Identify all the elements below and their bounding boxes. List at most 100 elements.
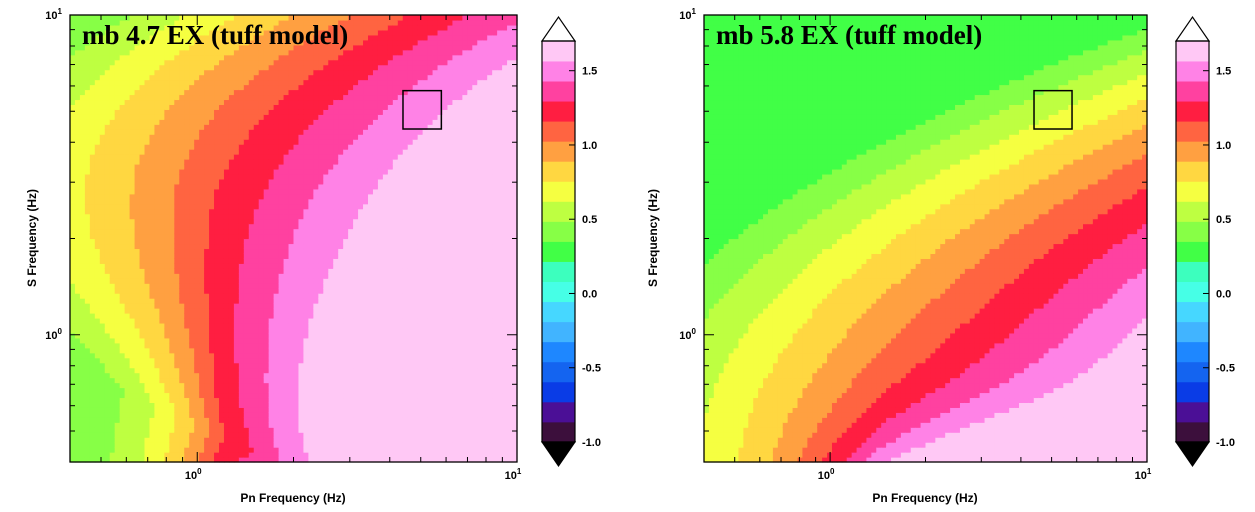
heatmap-cell bbox=[248, 317, 255, 324]
heatmap-cell bbox=[263, 164, 270, 170]
heatmap-cell bbox=[149, 377, 156, 384]
heatmap-cell bbox=[333, 248, 339, 254]
heatmap-cell bbox=[328, 183, 334, 190]
heatmap-cell bbox=[288, 218, 295, 225]
heatmap-cell bbox=[109, 288, 116, 294]
heatmap-cell bbox=[184, 64, 190, 71]
heatmap-cell bbox=[328, 69, 334, 76]
heatmap-cell bbox=[268, 397, 275, 403]
heatmap-cell bbox=[139, 327, 146, 334]
heatmap-cell bbox=[278, 253, 285, 259]
heatmap-cell bbox=[189, 288, 195, 294]
heatmap-cell bbox=[219, 288, 225, 294]
heatmap-cell bbox=[99, 144, 106, 150]
heatmap-cell bbox=[338, 273, 344, 279]
heatmap-cell bbox=[159, 362, 165, 369]
heatmap-cell bbox=[273, 69, 280, 76]
heatmap-cell bbox=[169, 69, 175, 76]
heatmap-cell bbox=[253, 183, 260, 190]
heatmap-cell bbox=[233, 347, 240, 354]
heatmap-cell bbox=[189, 308, 195, 314]
heatmap-cell bbox=[169, 233, 175, 240]
heatmap-cell bbox=[79, 288, 86, 294]
heatmap-cell bbox=[258, 258, 265, 264]
heatmap-cell bbox=[189, 164, 195, 170]
heatmap-cell bbox=[263, 139, 270, 145]
heatmap-cell bbox=[268, 208, 275, 215]
heatmap-cell bbox=[253, 49, 260, 56]
heatmap-cell bbox=[333, 407, 339, 413]
heatmap-cell bbox=[219, 119, 225, 125]
heatmap-cell bbox=[214, 139, 220, 145]
heatmap-cell bbox=[278, 94, 285, 101]
heatmap-cell bbox=[233, 149, 240, 155]
heatmap-cell bbox=[149, 208, 156, 215]
heatmap-cell bbox=[169, 44, 175, 51]
heatmap-cell bbox=[169, 154, 175, 160]
heatmap-cell bbox=[154, 188, 160, 195]
heatmap-cell bbox=[278, 228, 285, 235]
heatmap-cell bbox=[144, 19, 151, 26]
heatmap-cell bbox=[154, 203, 160, 210]
heatmap-cell bbox=[154, 352, 160, 359]
heatmap-cell bbox=[228, 198, 235, 205]
heatmap-cell bbox=[114, 15, 121, 21]
heatmap-cell bbox=[84, 208, 91, 215]
heatmap-cell bbox=[278, 283, 285, 289]
heatmap-cell bbox=[70, 313, 76, 319]
heatmap-cell bbox=[228, 129, 235, 135]
heatmap-cell bbox=[233, 442, 240, 448]
heatmap-cell bbox=[70, 104, 76, 110]
heatmap-cell bbox=[159, 228, 165, 235]
heatmap-cell bbox=[84, 243, 91, 250]
heatmap-cell bbox=[79, 144, 86, 150]
heatmap-cell bbox=[114, 397, 121, 403]
heatmap-cell bbox=[84, 24, 91, 31]
heatmap-cell bbox=[70, 34, 76, 41]
heatmap-cell bbox=[328, 29, 334, 36]
heatmap-cell bbox=[84, 104, 91, 110]
heatmap-cell bbox=[169, 99, 175, 105]
heatmap-cell bbox=[79, 218, 86, 225]
heatmap-cell bbox=[268, 154, 275, 160]
heatmap-cell bbox=[199, 303, 205, 309]
heatmap-cell bbox=[328, 59, 334, 66]
heatmap-cell bbox=[288, 59, 295, 66]
heatmap-cell bbox=[258, 94, 265, 101]
heatmap-cell bbox=[169, 104, 175, 110]
heatmap-cell bbox=[293, 337, 300, 344]
heatmap-cell bbox=[328, 342, 334, 349]
heatmap-cell bbox=[209, 89, 215, 96]
heatmap-cell bbox=[223, 49, 230, 56]
heatmap-cell bbox=[318, 139, 324, 145]
heatmap-cell bbox=[268, 268, 275, 274]
heatmap-cell bbox=[253, 417, 260, 423]
heatmap-cell bbox=[243, 173, 250, 180]
heatmap-cell bbox=[303, 164, 309, 170]
heatmap-cell bbox=[99, 149, 106, 155]
heatmap-cell bbox=[184, 233, 190, 240]
heatmap-cell bbox=[84, 164, 91, 170]
heatmap-cell bbox=[258, 164, 265, 170]
heatmap-cell bbox=[149, 183, 156, 190]
heatmap-cell bbox=[328, 402, 334, 408]
heatmap-cell bbox=[144, 208, 151, 215]
heatmap-cell bbox=[99, 248, 106, 254]
heatmap-cell bbox=[79, 313, 86, 319]
heatmap-cell bbox=[149, 149, 156, 155]
heatmap-cell bbox=[268, 84, 275, 91]
heatmap-cell bbox=[303, 442, 309, 448]
heatmap-cell bbox=[243, 352, 250, 359]
heatmap-cell bbox=[184, 263, 190, 269]
heatmap-cell bbox=[164, 84, 170, 91]
heatmap-cell bbox=[288, 129, 295, 135]
heatmap-cell bbox=[278, 213, 285, 220]
heatmap-cell bbox=[129, 218, 136, 225]
heatmap-cell bbox=[104, 293, 111, 299]
heatmap-cell bbox=[179, 188, 185, 195]
heatmap-cell bbox=[233, 34, 240, 41]
heatmap-cell bbox=[233, 129, 240, 135]
heatmap-cell bbox=[223, 347, 230, 354]
heatmap-cell bbox=[233, 437, 240, 443]
heatmap-cell bbox=[164, 303, 170, 309]
